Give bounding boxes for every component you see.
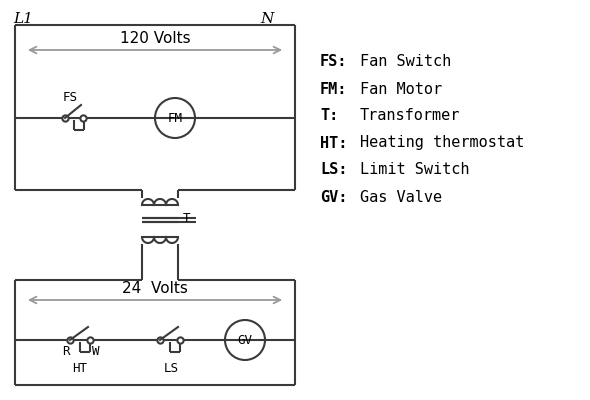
- Text: GV: GV: [238, 334, 253, 346]
- Text: Gas Valve: Gas Valve: [360, 190, 442, 204]
- Text: HT:: HT:: [320, 136, 348, 150]
- Text: Fan Motor: Fan Motor: [360, 82, 442, 96]
- Text: Heating thermostat: Heating thermostat: [360, 136, 525, 150]
- Text: 24  Volts: 24 Volts: [122, 281, 188, 296]
- Text: LS: LS: [164, 362, 179, 375]
- Text: N: N: [260, 12, 273, 26]
- Text: L1: L1: [13, 12, 33, 26]
- Text: HT: HT: [72, 362, 87, 375]
- Text: FS:: FS:: [320, 54, 348, 70]
- Text: Fan Switch: Fan Switch: [360, 54, 451, 70]
- Text: T: T: [183, 212, 191, 225]
- Text: FM:: FM:: [320, 82, 348, 96]
- Text: R: R: [62, 345, 70, 358]
- Text: LS:: LS:: [320, 162, 348, 178]
- Text: T:: T:: [320, 108, 338, 124]
- Text: GV:: GV:: [320, 190, 348, 204]
- Text: Transformer: Transformer: [360, 108, 460, 124]
- Text: FM: FM: [168, 112, 182, 124]
- Text: FS: FS: [63, 91, 78, 104]
- Text: W: W: [92, 345, 100, 358]
- Text: 120 Volts: 120 Volts: [120, 31, 191, 46]
- Text: Limit Switch: Limit Switch: [360, 162, 470, 178]
